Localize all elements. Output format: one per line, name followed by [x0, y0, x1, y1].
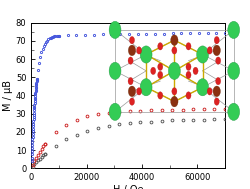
Circle shape — [186, 92, 191, 99]
Circle shape — [130, 98, 134, 105]
Circle shape — [213, 86, 220, 97]
Circle shape — [158, 71, 163, 79]
Circle shape — [197, 79, 208, 96]
Circle shape — [128, 77, 133, 85]
Circle shape — [128, 86, 136, 97]
Circle shape — [158, 92, 163, 99]
Circle shape — [207, 47, 212, 54]
Circle shape — [128, 45, 136, 56]
Circle shape — [140, 46, 152, 63]
Circle shape — [214, 36, 219, 44]
Circle shape — [228, 21, 240, 39]
Circle shape — [168, 62, 180, 80]
Circle shape — [128, 57, 133, 64]
Circle shape — [158, 63, 163, 70]
Circle shape — [186, 43, 191, 50]
Circle shape — [172, 88, 177, 95]
Circle shape — [158, 43, 163, 50]
Circle shape — [186, 63, 191, 70]
Circle shape — [214, 98, 219, 105]
Circle shape — [207, 88, 212, 95]
X-axis label: H / Oe: H / Oe — [113, 185, 144, 189]
Circle shape — [136, 47, 141, 54]
Circle shape — [186, 71, 191, 79]
Circle shape — [130, 36, 134, 44]
Circle shape — [228, 103, 240, 120]
Circle shape — [213, 45, 220, 56]
Circle shape — [171, 96, 178, 107]
Circle shape — [193, 67, 198, 75]
Circle shape — [228, 62, 240, 80]
Circle shape — [151, 67, 156, 75]
Circle shape — [172, 47, 177, 54]
Circle shape — [216, 57, 221, 64]
Circle shape — [109, 21, 121, 39]
Circle shape — [136, 88, 141, 95]
Circle shape — [140, 79, 152, 96]
Circle shape — [216, 77, 221, 85]
Y-axis label: M / μB: M / μB — [3, 80, 13, 111]
Circle shape — [109, 103, 121, 120]
Circle shape — [171, 35, 178, 46]
Circle shape — [197, 46, 208, 63]
Circle shape — [109, 62, 121, 80]
